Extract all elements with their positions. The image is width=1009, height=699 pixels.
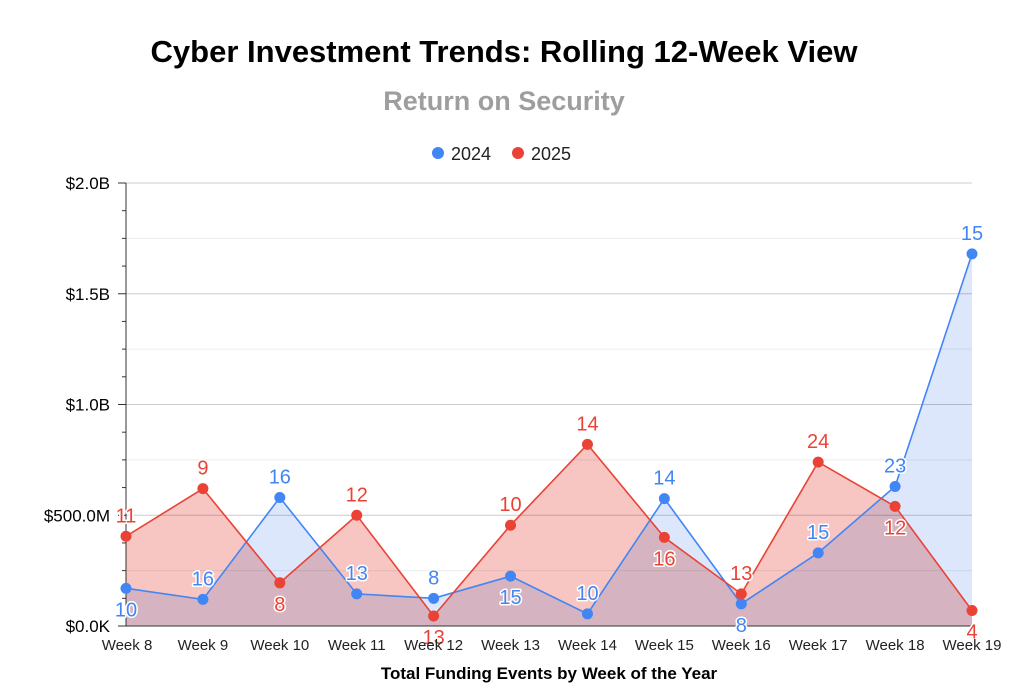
data-labels: 10 16 16 13 8 15 10 14 8 15 23 15 11 9 8 12 13 10 14 16 13 24… — [113, 221, 984, 650]
point-2024 — [428, 592, 440, 604]
series-lines — [125, 253, 973, 618]
data-label-2025: 24 — [807, 431, 829, 453]
point-2024 — [812, 547, 824, 559]
data-label-2025: 4 — [966, 621, 977, 643]
point-2025 — [351, 509, 363, 521]
x-axis-title: Total Funding Events by Week of the Year — [381, 664, 718, 683]
data-label-2025: 8 — [274, 594, 285, 616]
chart-subtitle: Return on Security — [383, 86, 625, 116]
y-tick-labels: $0.0K $500.0M $1.0B $1.5B $2.0B — [44, 174, 111, 636]
point-2024 — [274, 492, 286, 504]
x-tick-label: Week 15 — [635, 637, 694, 654]
line-2025 — [125, 443, 973, 618]
x-tick-label: Week 10 — [250, 637, 309, 654]
data-label-2024: 10 — [115, 599, 137, 621]
point-2024 — [658, 493, 670, 505]
data-label-2024: 23 — [884, 455, 906, 477]
data-label-2025: 12 — [346, 484, 368, 506]
area-2024 — [126, 253, 972, 626]
point-2025 — [581, 438, 593, 450]
data-label-2025: 14 — [576, 413, 598, 435]
line-2024 — [125, 253, 973, 615]
data-label-2024: 13 — [346, 563, 368, 585]
y-tick-label: $1.5B — [66, 285, 110, 304]
data-label-2024: 14 — [653, 468, 675, 490]
point-2025 — [966, 604, 978, 616]
x-tick-label: Week 19 — [943, 637, 1002, 654]
legend: 2024 2025 — [432, 144, 571, 164]
point-2024 — [120, 582, 132, 594]
data-label-2025: 11 — [116, 505, 137, 527]
x-tick-label: Week 13 — [481, 637, 540, 654]
point-2025 — [812, 456, 824, 468]
data-label-2024: 15 — [499, 587, 521, 609]
legend-marker-2025 — [512, 147, 524, 159]
data-label-2025: 13 — [730, 563, 752, 585]
x-tick-label: Week 12 — [404, 637, 463, 654]
point-2025 — [197, 483, 209, 495]
point-2024 — [966, 248, 978, 260]
point-2024 — [581, 608, 593, 620]
point-2025 — [658, 531, 670, 543]
legend-label-2025: 2025 — [531, 144, 571, 164]
series-areas — [126, 253, 972, 626]
data-label-2025: 13 — [423, 627, 445, 649]
legend-marker-2024 — [432, 147, 444, 159]
data-label-2025: 10 — [499, 494, 521, 516]
data-label-2024: 15 — [807, 522, 829, 544]
point-2025 — [274, 577, 286, 589]
x-tick-label: Week 17 — [789, 637, 848, 654]
point-2024 — [197, 593, 209, 605]
y-tick-label: $2.0B — [66, 174, 110, 193]
x-tick-label: Week 8 — [102, 637, 153, 654]
point-2024 — [889, 480, 901, 492]
x-tick-labels: Week 8 Week 9 Week 10 Week 11 Week 12 Week 13… — [102, 637, 1002, 654]
x-tick-label: Week 18 — [866, 637, 925, 654]
point-2025 — [428, 610, 440, 622]
data-label-2024: 16 — [269, 467, 291, 489]
point-2024 — [505, 570, 517, 582]
y-tick-label: $500.0M — [44, 506, 110, 525]
y-tick-label: $1.0B — [66, 396, 110, 415]
x-tick-label: Week 14 — [558, 637, 617, 654]
point-2025 — [889, 500, 901, 512]
point-2025 — [735, 588, 747, 600]
x-tick-label: Week 16 — [712, 637, 771, 654]
data-label-2024: 16 — [192, 568, 214, 590]
point-2025 — [505, 519, 517, 531]
point-2025 — [120, 530, 132, 542]
data-label-2024: 8 — [428, 567, 439, 589]
point-2024 — [735, 598, 747, 610]
chart-title: Cyber Investment Trends: Rolling 12-Week… — [151, 34, 859, 69]
data-label-2025: 9 — [197, 458, 208, 480]
axes — [118, 182, 972, 627]
data-label-2024: 15 — [961, 223, 983, 245]
data-label-2024: 8 — [736, 615, 747, 637]
point-2024 — [351, 588, 363, 600]
x-tick-label: Week 9 — [178, 637, 229, 654]
x-tick-label: Week 11 — [328, 637, 386, 654]
data-label-2025: 12 — [884, 517, 906, 539]
data-points — [120, 248, 978, 622]
y-tick-label: $0.0K — [66, 617, 111, 636]
data-label-2024: 10 — [576, 583, 598, 605]
legend-label-2024: 2024 — [451, 144, 491, 164]
data-label-2025: 16 — [653, 548, 675, 570]
